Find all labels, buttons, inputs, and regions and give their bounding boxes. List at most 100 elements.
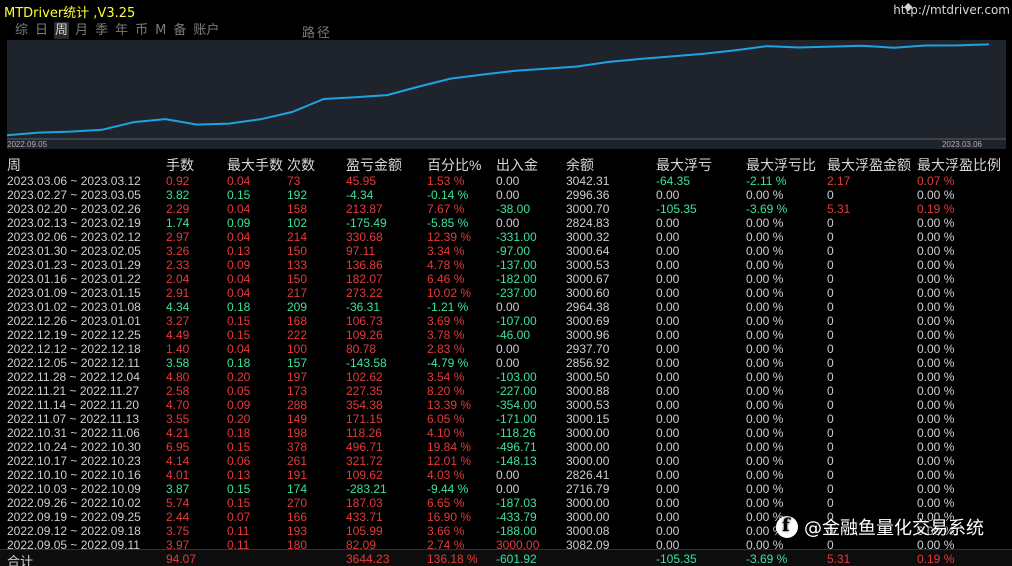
cell-max-lot: 0.04 xyxy=(227,342,251,356)
cell-max-lot: 0.13 xyxy=(227,468,251,482)
header-percent[interactable]: 百分比% xyxy=(427,157,482,173)
cell-max-float-profit-pct: 0.00 % xyxy=(917,370,955,384)
header-profit[interactable]: 盈亏金额 xyxy=(346,157,402,173)
cell-trades: 150 xyxy=(287,244,308,258)
cell-flow: -107.00 xyxy=(496,314,537,328)
cell-trades: 209 xyxy=(287,300,308,314)
header-max-float-profit-pct[interactable]: 最大浮盈比例 xyxy=(917,157,1001,173)
tab-7[interactable]: M xyxy=(155,23,167,38)
table-row[interactable]: 2023.01.16 ~ 2023.01.22 2.04 0.04 150 182.07… xyxy=(0,272,1012,286)
cell-trades: 197 xyxy=(287,370,308,384)
cell-max-lot: 0.06 xyxy=(227,454,251,468)
equity-chart-svg: 2022.09.05 2023.03.06 xyxy=(7,43,1006,149)
cell-profit: 97.11 xyxy=(346,244,376,258)
header-period[interactable]: 周 xyxy=(7,157,21,173)
header-balance[interactable]: 余额 xyxy=(566,157,594,173)
table-row[interactable]: 2023.02.20 ~ 2023.02.26 2.29 0.04 158 213.87… xyxy=(0,202,1012,216)
cell-period: 2022.10.17 ~ 2022.10.23 xyxy=(7,454,141,468)
total-flow: -601.92 xyxy=(496,552,537,566)
cell-profit: 109.62 xyxy=(346,468,383,482)
tab-0[interactable]: 综 xyxy=(15,23,29,38)
cell-profit: -143.58 xyxy=(346,356,387,370)
table-row[interactable]: 2023.02.27 ~ 2023.03.05 3.82 0.15 192 -4.34 -… xyxy=(0,188,1012,202)
header-trades[interactable]: 次数 xyxy=(287,157,315,173)
table-row[interactable]: 2023.03.06 ~ 2023.03.12 0.92 0.04 73 45.95 1.… xyxy=(0,174,1012,188)
table-row[interactable]: 2023.01.23 ~ 2023.01.29 2.33 0.09 133 136.86… xyxy=(0,258,1012,272)
cell-trades: 149 xyxy=(287,412,308,426)
cell-max-float-profit: 0 xyxy=(827,412,834,426)
header-deposit-withdraw[interactable]: 出入金 xyxy=(496,157,538,173)
cell-max-float-loss-pct: 0.00 % xyxy=(746,300,784,314)
cell-percent: 6.65 % xyxy=(427,496,465,510)
header-lots[interactable]: 手数 xyxy=(166,157,194,173)
table-row[interactable]: 2023.02.06 ~ 2023.02.12 2.97 0.04 214 330.68… xyxy=(0,230,1012,244)
cell-profit: 182.07 xyxy=(346,272,383,286)
cell-percent: 12.39 % xyxy=(427,230,472,244)
table-row[interactable]: 2022.09.05 ~ 2022.09.11 3.97 0.11 180 82.09 2… xyxy=(0,538,1012,552)
cell-lots: 3.87 xyxy=(166,482,190,496)
cell-max-float-loss-pct: 0.00 % xyxy=(746,510,784,524)
tab-9[interactable]: 账户 xyxy=(193,23,220,38)
cell-max-float-loss-pct: 0.00 % xyxy=(746,258,784,272)
cell-max-float-loss-pct: 0.00 % xyxy=(746,538,784,552)
table-row[interactable]: 2022.10.24 ~ 2022.10.30 6.95 0.15 378 496.71… xyxy=(0,440,1012,454)
cell-lots: 4.01 xyxy=(166,468,190,482)
cell-balance: 3000.00 xyxy=(566,426,610,440)
watermark-text: @金融鱼量化交易系统 xyxy=(804,518,984,539)
tab-2[interactable]: 周 xyxy=(54,22,70,39)
cell-profit: 109.26 xyxy=(346,328,383,342)
cell-max-float-profit: 0 xyxy=(827,272,834,286)
table-row[interactable]: 2023.02.13 ~ 2023.02.19 1.74 0.09 102 -175.4… xyxy=(0,216,1012,230)
cell-period: 2022.09.12 ~ 2022.09.18 xyxy=(7,524,141,538)
header-max-lot[interactable]: 最大手数 xyxy=(227,157,283,173)
cell-max-float-loss: 0.00 xyxy=(656,426,680,440)
table-row[interactable]: 2023.01.09 ~ 2023.01.15 2.91 0.04 217 273.22… xyxy=(0,286,1012,300)
tab-8[interactable]: 备 xyxy=(173,23,187,38)
table-row[interactable]: 2022.12.12 ~ 2022.12.18 1.40 0.04 100 80.78 2… xyxy=(0,342,1012,356)
tab-3[interactable]: 月 xyxy=(75,23,89,38)
tab-4[interactable]: 季 xyxy=(95,23,109,38)
cell-max-float-profit-pct: 0.00 % xyxy=(917,398,955,412)
cell-lots: 4.34 xyxy=(166,300,190,314)
total-profit: 3644.23 xyxy=(346,552,390,566)
table-row[interactable]: 2023.01.02 ~ 2023.01.08 4.34 0.18 209 -36.31… xyxy=(0,300,1012,314)
table-row[interactable]: 2022.11.21 ~ 2022.11.27 2.58 0.05 173 227.35… xyxy=(0,384,1012,398)
table-row[interactable]: 2022.09.12 ~ 2022.09.18 3.75 0.11 193 105.99… xyxy=(0,524,1012,538)
cell-lots: 3.75 xyxy=(166,524,190,538)
table-row[interactable]: 2022.12.26 ~ 2023.01.01 3.27 0.15 168 106.73… xyxy=(0,314,1012,328)
table-row[interactable]: 2022.12.05 ~ 2022.12.11 3.58 0.18 157 -143.5… xyxy=(0,356,1012,370)
cell-lots: 1.40 xyxy=(166,342,190,356)
header-max-float-loss-pct[interactable]: 最大浮亏比 xyxy=(746,157,816,173)
cell-max-float-loss: 0.00 xyxy=(656,244,680,258)
cell-max-float-profit: 0 xyxy=(827,328,834,342)
table-row[interactable]: 2022.12.19 ~ 2022.12.25 4.49 0.15 222 109.26… xyxy=(0,328,1012,342)
tab-1[interactable]: 日 xyxy=(35,23,49,38)
app-url-link[interactable]: http://mtdriver.com xyxy=(893,3,1010,17)
header-max-float-profit[interactable]: 最大浮盈金额 xyxy=(827,157,911,173)
table-row[interactable]: 2022.11.07 ~ 2022.11.13 3.55 0.20 149 171.15… xyxy=(0,412,1012,426)
cell-max-float-profit: 0 xyxy=(827,188,834,202)
cell-trades: 133 xyxy=(287,258,308,272)
table-row[interactable]: 2023.01.30 ~ 2023.02.05 3.26 0.13 150 97.11 3… xyxy=(0,244,1012,258)
table-row[interactable]: 2022.10.03 ~ 2022.10.09 3.87 0.15 174 -283.2… xyxy=(0,482,1012,496)
tab-5[interactable]: 年 xyxy=(115,23,129,38)
table-row[interactable]: 2022.10.31 ~ 2022.11.06 4.21 0.18 198 118.26… xyxy=(0,426,1012,440)
cell-trades: 158 xyxy=(287,202,308,216)
table-row[interactable]: 2022.11.28 ~ 2022.12.04 4.80 0.20 197 102.62… xyxy=(0,370,1012,384)
cell-trades: 198 xyxy=(287,426,308,440)
cell-trades: 378 xyxy=(287,440,308,454)
cell-percent: -0.14 % xyxy=(427,188,469,202)
tab-6[interactable]: 币 xyxy=(135,23,149,38)
table-row[interactable]: 2022.10.17 ~ 2022.10.23 4.14 0.06 261 321.72… xyxy=(0,454,1012,468)
close-icon[interactable]: ◆ xyxy=(904,0,913,13)
header-max-float-loss[interactable]: 最大浮亏 xyxy=(656,157,712,173)
cell-max-float-loss-pct: 0.00 % xyxy=(746,188,784,202)
table-row[interactable]: 2022.10.10 ~ 2022.10.16 4.01 0.13 191 109.62… xyxy=(0,468,1012,482)
table-row[interactable]: 2022.09.19 ~ 2022.09.25 2.44 0.07 166 433.71… xyxy=(0,510,1012,524)
cell-max-float-loss-pct: 0.00 % xyxy=(746,454,784,468)
cell-max-float-loss: 0.00 xyxy=(656,314,680,328)
cell-trades: 217 xyxy=(287,286,308,300)
table-row[interactable]: 2022.11.14 ~ 2022.11.20 4.70 0.09 288 354.38… xyxy=(0,398,1012,412)
table-row[interactable]: 2022.09.26 ~ 2022.10.02 5.74 0.15 270 187.03… xyxy=(0,496,1012,510)
cell-max-float-loss-pct: 0.00 % xyxy=(746,342,784,356)
